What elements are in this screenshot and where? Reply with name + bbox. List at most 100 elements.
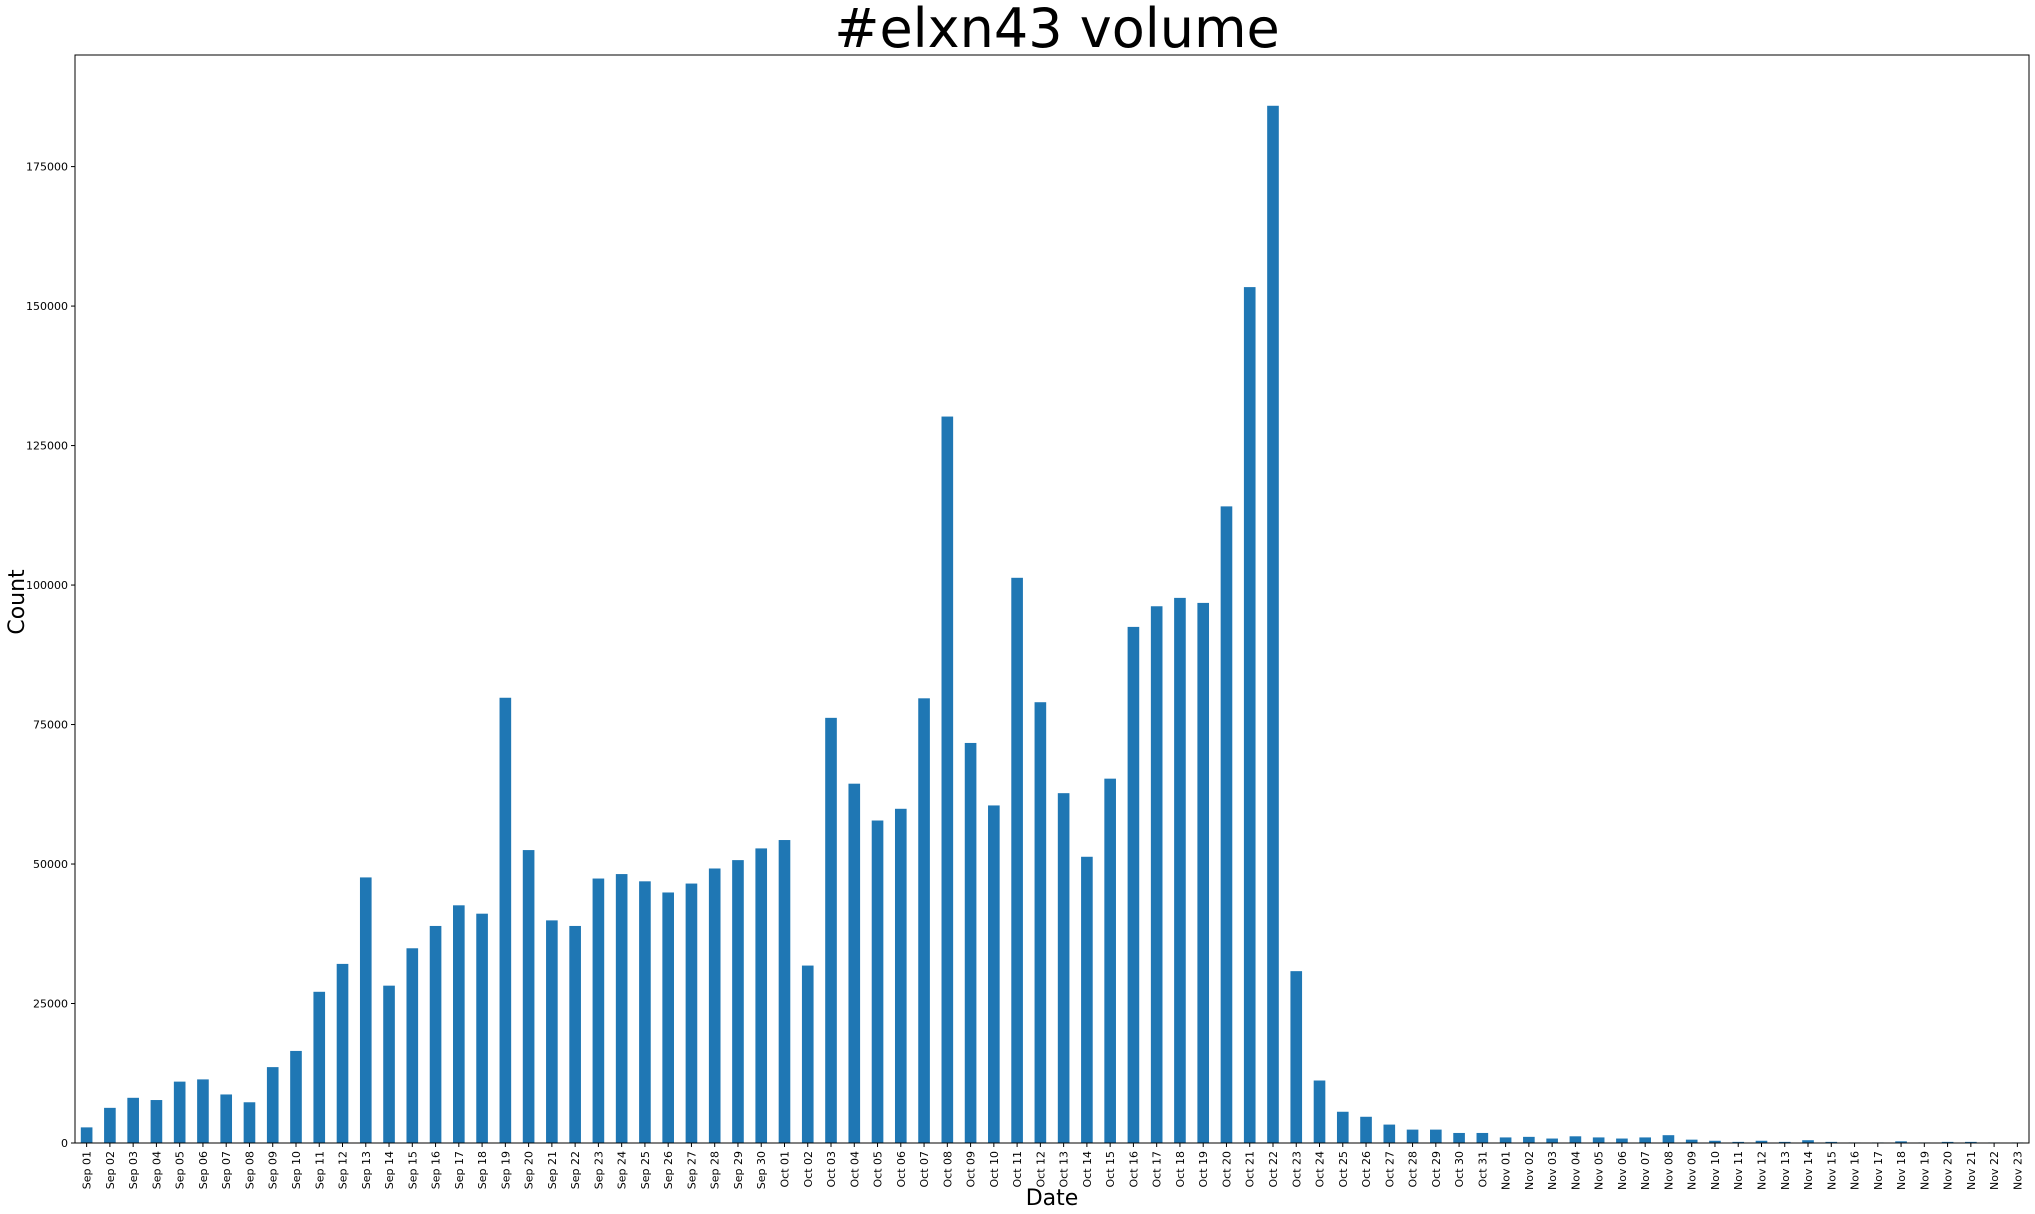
x-tick-label: Sep 24 [616, 1151, 629, 1189]
x-tick-label: Oct 23 [1290, 1151, 1303, 1188]
bar-nov-15 [1825, 1141, 1838, 1143]
x-tick-label: Oct 13 [1058, 1151, 1071, 1188]
bar-sep-22 [569, 925, 581, 1143]
bar-nov-08 [1662, 1135, 1675, 1143]
bar-nov-20 [1941, 1141, 1954, 1143]
x-tick-label: Oct 17 [1151, 1151, 1164, 1188]
x-tick-label: Nov 13 [1779, 1151, 1792, 1190]
bar-oct-23 [1290, 971, 1303, 1143]
x-tick-label: Sep 30 [755, 1151, 768, 1189]
x-tick-label: Oct 06 [895, 1151, 908, 1188]
bar-oct-19 [1197, 602, 1210, 1143]
x-tick-label: Sep 12 [337, 1151, 350, 1189]
y-axis-title: Count [5, 569, 30, 635]
x-tick-label: Nov 11 [1732, 1151, 1745, 1190]
x-tick-label: Oct 04 [848, 1151, 861, 1188]
bar-oct-03 [825, 717, 837, 1143]
bar-sep-29 [732, 860, 744, 1143]
bar-sep-12 [336, 963, 349, 1143]
x-tick-label: Oct 12 [1034, 1151, 1047, 1188]
x-tick-label: Sep 14 [383, 1151, 396, 1189]
bar-nov-21 [1965, 1141, 1977, 1143]
x-tick-label: Nov 03 [1546, 1151, 1559, 1190]
y-tick-label: 125000 [26, 440, 68, 453]
bar-oct-30 [1453, 1132, 1465, 1143]
bar-sep-01 [80, 1127, 93, 1143]
bar-oct-06 [894, 808, 907, 1143]
bar-nov-09 [1685, 1139, 1698, 1143]
bar-sep-14 [383, 985, 395, 1143]
bar-sep-11 [313, 991, 326, 1143]
bar-sep-28 [708, 868, 721, 1143]
bar-sep-30 [755, 848, 768, 1143]
x-tick-label: Sep 29 [732, 1151, 745, 1189]
bar-sep-07 [220, 1094, 233, 1143]
bar-oct-07 [918, 698, 930, 1143]
bar-oct-15 [1104, 778, 1116, 1143]
x-tick-label: Sep 10 [290, 1151, 303, 1189]
y-tick-label: 175000 [26, 161, 68, 174]
x-tick-label: Sep 03 [127, 1151, 140, 1189]
bar-nov-02 [1523, 1136, 1535, 1143]
bar-nov-13 [1778, 1141, 1791, 1143]
x-tick-label: Sep 27 [685, 1151, 698, 1189]
x-tick-label: Nov 21 [1965, 1151, 1978, 1190]
bar-sep-16 [429, 925, 442, 1143]
x-tick-label: Sep 18 [476, 1151, 489, 1189]
bar-sep-15 [406, 948, 419, 1143]
bar-oct-24 [1313, 1080, 1326, 1143]
x-tick-label: Oct 14 [1081, 1151, 1094, 1188]
bar-nov-01 [1499, 1137, 1512, 1143]
x-tick-label: Sep 06 [197, 1151, 210, 1189]
bar-oct-02 [801, 965, 814, 1143]
x-tick-label: Oct 21 [1244, 1151, 1257, 1188]
bar-oct-25 [1336, 1111, 1349, 1143]
x-tick-label: Sep 26 [662, 1151, 675, 1189]
bar-sep-08 [243, 1102, 256, 1143]
x-tick-label: Nov 20 [1942, 1151, 1955, 1190]
bar-sep-25 [639, 881, 651, 1143]
y-tick-label: 50000 [33, 858, 68, 871]
bar-sep-17 [453, 905, 465, 1143]
x-tick-label: Nov 05 [1593, 1151, 1606, 1190]
bar-oct-21 [1243, 287, 1256, 1143]
x-tick-label: Sep 13 [360, 1151, 373, 1189]
bar-oct-26 [1360, 1116, 1372, 1143]
x-tick-label: Sep 08 [243, 1151, 256, 1189]
x-tick-label: Oct 16 [1127, 1151, 1140, 1188]
bar-oct-13 [1057, 793, 1070, 1143]
x-tick-label: Oct 24 [1314, 1151, 1327, 1188]
x-tick-label: Oct 03 [825, 1151, 838, 1188]
bar-nov-18 [1895, 1141, 1907, 1143]
bar-oct-18 [1174, 597, 1186, 1143]
bar-sep-02 [104, 1107, 116, 1143]
bar-sep-04 [150, 1100, 163, 1143]
x-tick-label: Oct 01 [778, 1151, 791, 1188]
x-tick-label: Nov 15 [1825, 1151, 1838, 1190]
bar-nov-12 [1755, 1140, 1768, 1143]
x-tick-label: Oct 05 [872, 1151, 885, 1188]
bar-oct-22 [1267, 105, 1279, 1144]
bar-sep-23 [592, 878, 605, 1143]
bar-nov-05 [1592, 1137, 1605, 1143]
x-tick-label: Oct 08 [941, 1151, 954, 1188]
x-axis-title: Date [1026, 1186, 1079, 1211]
bar-sep-05 [173, 1081, 186, 1143]
x-tick-label: Nov 22 [1988, 1151, 2001, 1190]
x-tick-label: Nov 09 [1686, 1151, 1699, 1190]
x-tick-label: Oct 15 [1104, 1151, 1117, 1188]
y-tick-label: 0 [61, 1137, 68, 1150]
x-tick-label: Sep 17 [453, 1151, 466, 1189]
bar-sep-09 [266, 1067, 279, 1143]
bar-nov-14 [1802, 1140, 1814, 1143]
bar-oct-29 [1430, 1129, 1442, 1143]
x-tick-label: Nov 12 [1755, 1151, 1768, 1190]
x-tick-label: Oct 25 [1337, 1151, 1350, 1188]
y-axis-ticks: 0 25000 50000 75000 100000 125000 150000 175000 [26, 161, 75, 1150]
bar-sep-18 [476, 913, 488, 1143]
bar-oct-09 [964, 742, 977, 1143]
bar-sep-24 [615, 874, 628, 1143]
bar-nov-07 [1639, 1137, 1651, 1143]
y-tick-label: 25000 [33, 998, 68, 1011]
